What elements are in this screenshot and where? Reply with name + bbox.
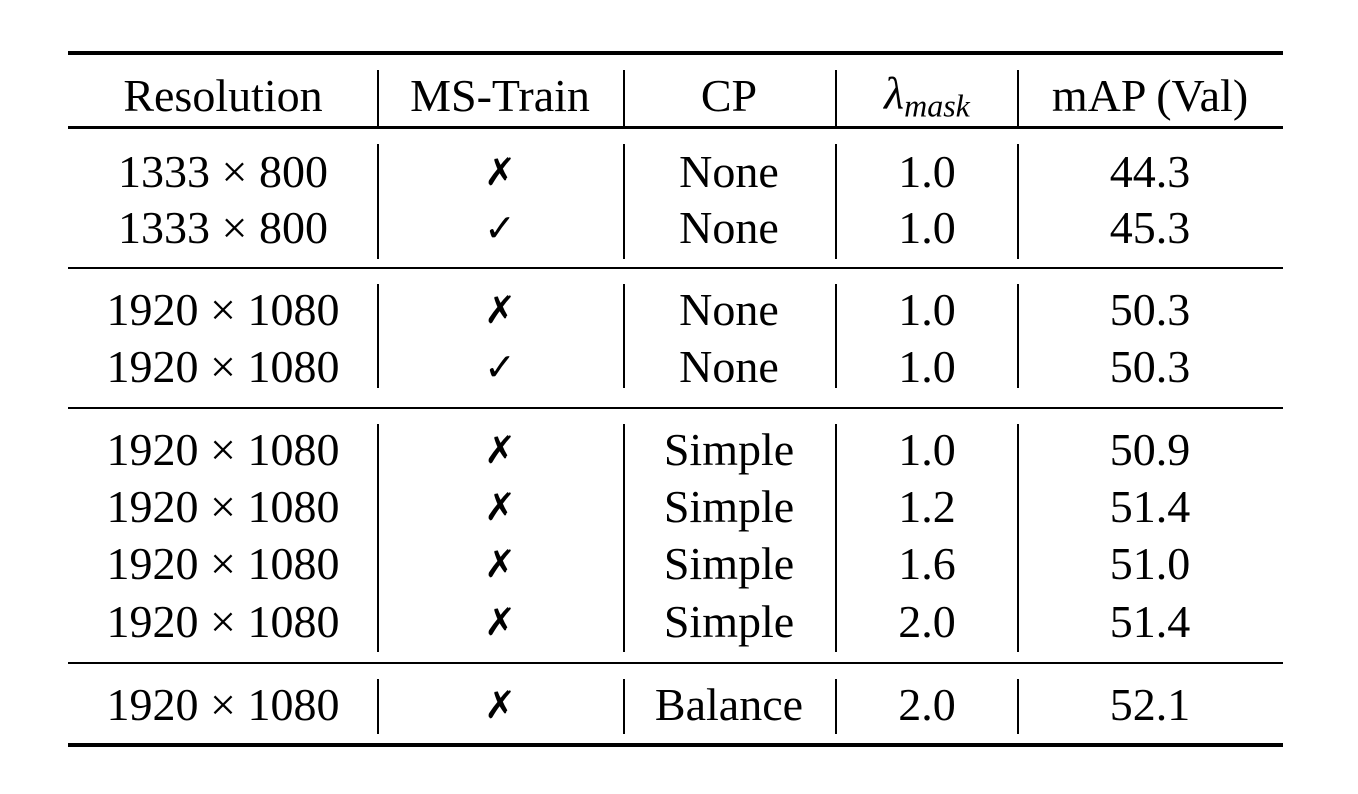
cell-cp: Simple: [663, 596, 795, 647]
column-separator: [377, 424, 379, 652]
cell-resolution: 1920 × 1080: [106, 341, 340, 392]
header-cp: CP: [700, 70, 758, 121]
cell-lambda-mask: 1.0: [898, 146, 956, 197]
cell-lambda-mask: 1.0: [898, 284, 956, 335]
cell-ms-train: ✗: [484, 428, 516, 472]
header-resolution: Resolution: [123, 70, 323, 121]
column-separator: [623, 70, 625, 128]
column-separator: [623, 679, 625, 734]
lambda-symbol: λ: [884, 67, 905, 119]
column-separator: [623, 424, 625, 652]
cell-cp: None: [679, 284, 779, 335]
cell-map: 44.3: [1109, 146, 1191, 197]
column-separator: [377, 679, 379, 734]
cell-map: 52.1: [1109, 679, 1191, 730]
top-rule: [68, 51, 1283, 55]
cell-map: 51.4: [1109, 596, 1191, 647]
cell-resolution: 1920 × 1080: [106, 538, 340, 589]
cell-resolution: 1333 × 800: [118, 202, 328, 253]
lambda-subscript: mask: [904, 87, 970, 124]
cell-map: 45.3: [1109, 202, 1191, 253]
cell-cp: Simple: [663, 481, 795, 532]
bottom-rule: [68, 743, 1283, 747]
cell-cp: Simple: [663, 424, 795, 475]
column-separator: [377, 70, 379, 128]
cell-cp: Simple: [663, 538, 795, 589]
cell-ms-train: ✓: [484, 206, 516, 250]
cell-resolution: 1920 × 1080: [106, 481, 340, 532]
cell-lambda-mask: 1.0: [898, 424, 956, 475]
header-map: mAP (Val): [1051, 70, 1249, 121]
header-ms-train: MS-Train: [410, 70, 590, 121]
column-separator: [1017, 144, 1019, 259]
column-separator: [377, 144, 379, 259]
cell-resolution: 1920 × 1080: [106, 424, 340, 475]
column-separator: [377, 284, 379, 388]
column-separator: [835, 144, 837, 259]
cell-ms-train: ✗: [484, 683, 516, 727]
column-separator: [835, 424, 837, 652]
group-rule: [68, 267, 1283, 269]
cell-map: 50.3: [1109, 341, 1191, 392]
column-separator: [835, 70, 837, 128]
cell-cp: None: [679, 146, 779, 197]
cell-resolution: 1920 × 1080: [106, 679, 340, 730]
column-separator: [1017, 424, 1019, 652]
cell-ms-train: ✗: [484, 600, 516, 644]
header-lambda-mask: λmask: [884, 67, 970, 124]
cell-resolution: 1920 × 1080: [106, 596, 340, 647]
header-rule: [68, 126, 1283, 129]
cell-map: 50.3: [1109, 284, 1191, 335]
cell-lambda-mask: 1.0: [898, 202, 956, 253]
cell-map: 50.9: [1109, 424, 1191, 475]
cell-lambda-mask: 1.2: [898, 481, 956, 532]
group-rule: [68, 407, 1283, 409]
cell-cp: Balance: [654, 679, 804, 730]
column-separator: [835, 679, 837, 734]
column-separator: [1017, 70, 1019, 128]
cell-lambda-mask: 2.0: [898, 596, 956, 647]
column-separator: [623, 284, 625, 388]
cell-ms-train: ✓: [484, 345, 516, 389]
cell-lambda-mask: 1.6: [898, 538, 956, 589]
column-separator: [835, 284, 837, 388]
column-separator: [1017, 284, 1019, 388]
cell-ms-train: ✗: [484, 150, 516, 194]
cell-map: 51.4: [1109, 481, 1191, 532]
column-separator: [1017, 679, 1019, 734]
cell-ms-train: ✗: [484, 542, 516, 586]
cell-lambda-mask: 2.0: [898, 679, 956, 730]
cell-map: 51.0: [1109, 538, 1191, 589]
cell-ms-train: ✗: [484, 485, 516, 529]
cell-ms-train: ✗: [484, 288, 516, 332]
column-separator: [623, 144, 625, 259]
cell-resolution: 1920 × 1080: [106, 284, 340, 335]
cell-lambda-mask: 1.0: [898, 341, 956, 392]
cell-cp: None: [679, 202, 779, 253]
group-rule: [68, 662, 1283, 664]
cell-cp: None: [679, 341, 779, 392]
cell-resolution: 1333 × 800: [118, 146, 328, 197]
